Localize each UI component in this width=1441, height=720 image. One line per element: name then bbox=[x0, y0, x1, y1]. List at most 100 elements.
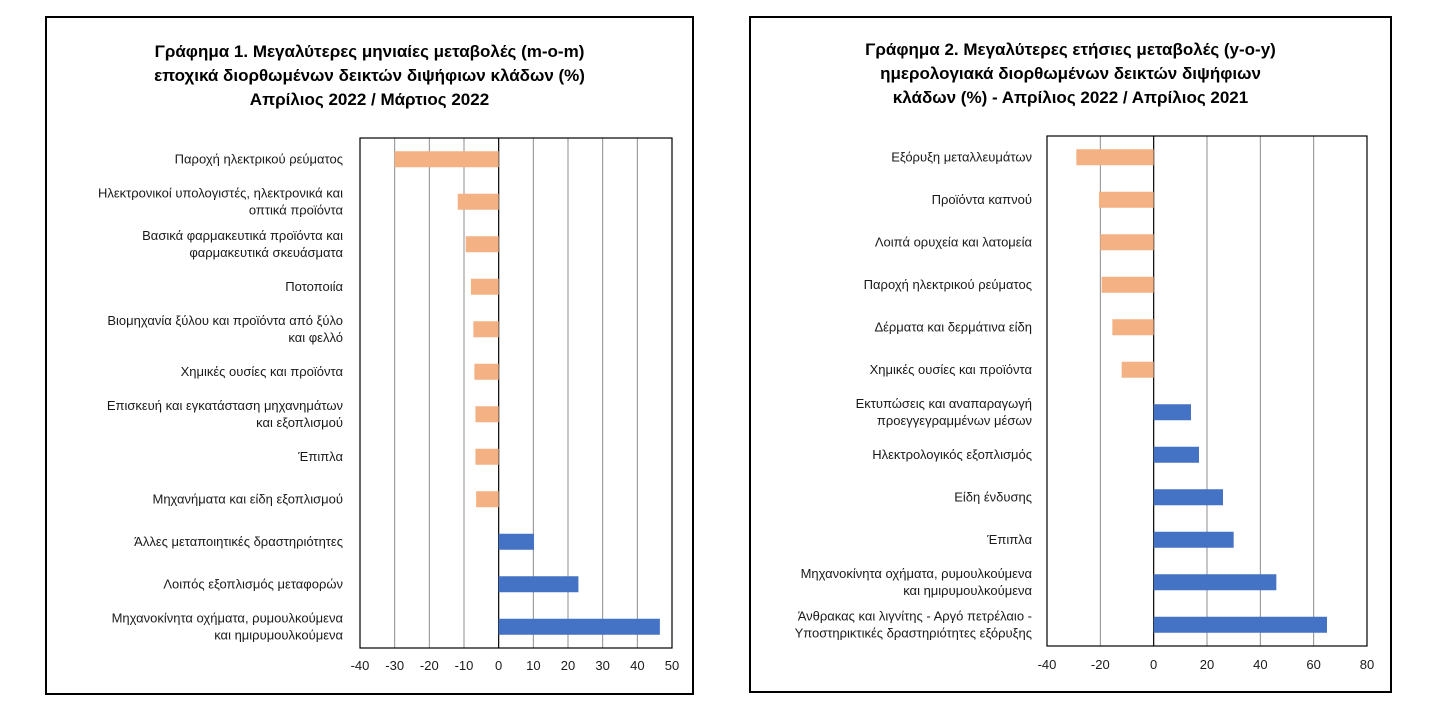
chart-2-title-line-1: Γράφημα 2. Μεγαλύτερες ετήσιες μεταβολές… bbox=[865, 40, 1276, 59]
category-label: Ηλεκτρονικοί υπολογιστές, ηλεκτρονικά κα… bbox=[98, 185, 344, 217]
category-label: Δέρματα και δερμάτινα είδη bbox=[874, 319, 1032, 334]
category-label-line: Άλλες μεταποιητικές δραστηριότητες bbox=[134, 534, 343, 549]
category-label-line: Έπιπλα bbox=[986, 532, 1032, 547]
bar bbox=[1112, 319, 1154, 336]
x-tick-label: 20 bbox=[1200, 657, 1214, 672]
x-tick-label: 0 bbox=[1150, 657, 1157, 672]
category-label: Ηλεκτρολογικός εξοπλισμός bbox=[872, 447, 1032, 462]
category-label-line: φαρμακευτικά σκευάσματα bbox=[189, 245, 343, 260]
bar bbox=[1076, 149, 1154, 166]
category-label: Χημικές ουσίες και προϊόντα bbox=[181, 364, 344, 379]
category-label: Ποτοποιία bbox=[285, 279, 343, 294]
plot-area-border bbox=[1046, 135, 1368, 647]
chart-2-title-line-3: κλάδων (%) - Απρίλιος 2022 / Απρίλιος 20… bbox=[892, 88, 1249, 107]
category-label: Παροχή ηλεκτρικού ρεύματος bbox=[864, 277, 1032, 292]
category-label-line: και ημιρυμουλκούμενα bbox=[903, 583, 1032, 598]
category-label-line: Βασικά φαρμακευτικά προϊόντα και bbox=[142, 228, 343, 243]
bar bbox=[473, 321, 499, 338]
category-label-line: προεγγεγραμμένων μέσων bbox=[877, 413, 1032, 428]
category-label: Είδη ένδυσης bbox=[954, 489, 1032, 504]
category-label-line: Μηχανήματα και είδη εξοπλισμού bbox=[152, 491, 343, 506]
category-label-line: Παροχή ηλεκτρικού ρεύματος bbox=[175, 151, 343, 166]
category-label: Έπιπλα bbox=[986, 532, 1032, 547]
chart-1-title: Γράφημα 1. Μεγαλύτερες μηνιαίες μεταβολέ… bbox=[47, 40, 692, 112]
x-tick-label: 80 bbox=[1360, 657, 1374, 672]
category-label: Παροχή ηλεκτρικού ρεύματος bbox=[175, 151, 343, 166]
x-tick-label: 40 bbox=[1253, 657, 1267, 672]
x-tick-label: -40 bbox=[1038, 657, 1057, 672]
bar bbox=[457, 193, 499, 210]
chart-panel-2: Γράφημα 2. Μεγαλύτερες ετήσιες μεταβολές… bbox=[749, 16, 1392, 693]
chart-1-title-line-1: Γράφημα 1. Μεγαλύτερες μηνιαίες μεταβολέ… bbox=[154, 42, 585, 61]
chart-1-title-line-3: Απρίλιος 2022 / Μάρτιος 2022 bbox=[249, 90, 490, 109]
category-label-line: Ηλεκτρολογικός εξοπλισμός bbox=[872, 447, 1032, 462]
x-tick-label: -40 bbox=[351, 658, 370, 673]
x-tick-label: -20 bbox=[1091, 657, 1110, 672]
x-tick-label: -30 bbox=[385, 658, 404, 673]
category-label-line: Εξόρυξη μεταλλευμάτων bbox=[891, 149, 1032, 164]
category-label-line: οπτικά προϊόντα bbox=[249, 202, 344, 217]
category-label: Λοιπός εξοπλισμός μεταφορών bbox=[163, 576, 343, 591]
chart-2-title-line-2: ημερολογιακά διορθωμένων δεικτών διψήφιω… bbox=[880, 64, 1261, 83]
plot-area-border bbox=[359, 137, 673, 649]
x-tick-label: 50 bbox=[665, 658, 679, 673]
bar bbox=[1153, 616, 1327, 633]
chart-1-title-line-2: εποχικά διορθωμένων δεικτών διψήφιων κλά… bbox=[154, 66, 585, 85]
x-tick-label: 10 bbox=[526, 658, 540, 673]
bar bbox=[1099, 191, 1154, 208]
category-label-line: Λοιπά ορυχεία και λατομεία bbox=[875, 234, 1033, 249]
category-label-line: Εκτυπώσεις και αναπαραγωγή bbox=[856, 396, 1032, 411]
x-tick-label: 40 bbox=[630, 658, 644, 673]
category-label-line: και φελλό bbox=[288, 330, 343, 345]
category-label-line: Υποστηρικτικές δραστηριότητες εξόρυξης bbox=[795, 625, 1032, 640]
category-label: Έπιπλα bbox=[297, 449, 343, 464]
category-label: Μηχανήματα και είδη εξοπλισμού bbox=[152, 491, 343, 506]
chart-1-plot: Παροχή ηλεκτρικού ρεύματος Ηλεκτρονικοί υ… bbox=[98, 137, 679, 673]
category-label-line: Δέρματα και δερμάτινα είδη bbox=[874, 319, 1032, 334]
bar bbox=[474, 363, 499, 380]
x-tick-label: 20 bbox=[561, 658, 575, 673]
bar bbox=[1153, 404, 1191, 421]
chart-panel-1: Γράφημα 1. Μεγαλύτερες μηνιαίες μεταβολέ… bbox=[45, 16, 694, 695]
x-tick-label: -10 bbox=[455, 658, 474, 673]
category-label-line: Είδη ένδυσης bbox=[954, 489, 1032, 504]
bar bbox=[1153, 489, 1223, 506]
bar bbox=[1121, 361, 1154, 378]
chart-2-plot: Εξόρυξη μεταλλευμάτων Προϊόντα καπνού Λοιπ… bbox=[795, 135, 1374, 672]
category-label-line: Άνθρακας και λιγνίτης - Αργό πετρέλαιο - bbox=[798, 608, 1032, 623]
category-label-line: Μηχανοκίνητα οχήματα, ρυμουλκούμενα bbox=[112, 610, 344, 625]
category-label: Επισκευή και εγκατάσταση μηχανημάτων και … bbox=[107, 398, 343, 430]
bar bbox=[1101, 276, 1154, 293]
category-label: Εξόρυξη μεταλλευμάτων bbox=[891, 149, 1032, 164]
x-tick-label: -20 bbox=[420, 658, 439, 673]
category-label: Λοιπά ορυχεία και λατομεία bbox=[875, 234, 1033, 249]
category-label-line: Επισκευή και εγκατάσταση μηχανημάτων bbox=[107, 398, 343, 413]
bar bbox=[465, 236, 499, 253]
category-label-line: Λοιπός εξοπλισμός μεταφορών bbox=[163, 576, 343, 591]
category-label: Προϊόντα καπνού bbox=[932, 192, 1032, 207]
category-label: Άλλες μεταποιητικές δραστηριότητες bbox=[134, 534, 343, 549]
category-label: Μηχανοκίνητα οχήματα, ρυμουλκούμενα και η… bbox=[801, 566, 1033, 598]
category-label: Άνθρακας και λιγνίτης - Αργό πετρέλαιο -… bbox=[795, 608, 1032, 640]
category-label-line: Παροχή ηλεκτρικού ρεύματος bbox=[864, 277, 1032, 292]
bar bbox=[475, 448, 499, 465]
chart-2-title: Γράφημα 2. Μεγαλύτερες ετήσιες μεταβολές… bbox=[751, 38, 1390, 110]
bar bbox=[470, 278, 499, 295]
category-label-line: Χημικές ουσίες και προϊόντα bbox=[181, 364, 344, 379]
category-label-line: Έπιπλα bbox=[297, 449, 343, 464]
bar bbox=[498, 576, 579, 593]
category-label: Μηχανοκίνητα οχήματα, ρυμουλκούμενα και η… bbox=[112, 610, 344, 642]
category-label-line: Μηχανοκίνητα οχήματα, ρυμουλκούμενα bbox=[801, 566, 1033, 581]
category-label-line: Ηλεκτρονικοί υπολογιστές, ηλεκτρονικά κα… bbox=[98, 185, 343, 200]
category-label-line: Προϊόντα καπνού bbox=[932, 192, 1032, 207]
bar bbox=[476, 491, 499, 508]
bar bbox=[498, 533, 535, 550]
x-tick-label: 30 bbox=[595, 658, 609, 673]
category-label: Χημικές ουσίες και προϊόντα bbox=[870, 362, 1033, 377]
bar bbox=[498, 618, 660, 635]
bar bbox=[1153, 574, 1277, 591]
category-label: Βιομηχανία ξύλου και προϊόντα από ξύλο κα… bbox=[107, 313, 343, 345]
bar bbox=[1153, 446, 1199, 463]
bar bbox=[394, 151, 499, 168]
category-label-line: και ημιρυμουλκούμενα bbox=[214, 627, 343, 642]
